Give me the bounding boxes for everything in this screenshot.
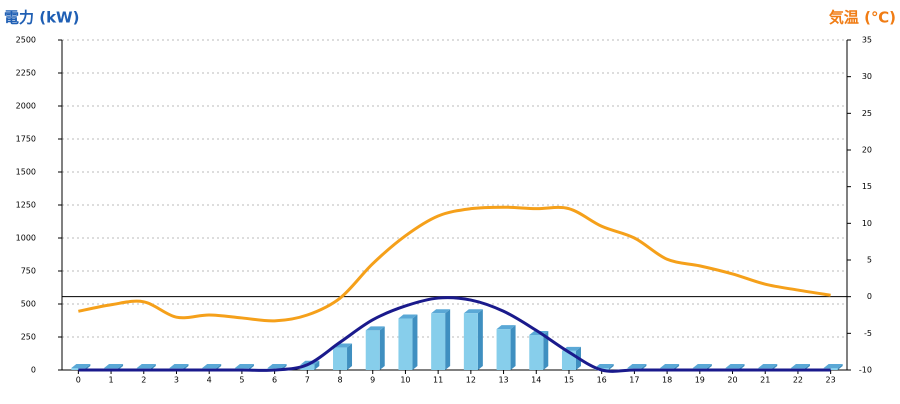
y2-tick-label: 25 [862, 109, 872, 118]
bar-top [463, 309, 483, 314]
bar-top [202, 364, 222, 368]
bar-side [477, 309, 483, 370]
y-tick-label: 1000 [16, 234, 36, 243]
y2-tick-label: 30 [862, 72, 872, 81]
bar [365, 330, 380, 370]
y-tick-label: 500 [21, 300, 36, 309]
bar-top [169, 364, 189, 368]
y2-tick-label: 0 [867, 292, 872, 301]
bar-top [660, 364, 680, 368]
y2-tick-label: -5 [864, 329, 872, 338]
bar-side [510, 325, 516, 370]
y-tick-label: 0 [31, 366, 36, 375]
bar [529, 335, 544, 370]
line [78, 205, 831, 323]
bar [431, 313, 446, 370]
y-tick-label: 1500 [16, 168, 36, 177]
bar-top [267, 364, 287, 368]
bar-top [234, 364, 254, 368]
bar-top [823, 364, 843, 368]
bar-top [627, 364, 647, 368]
y2-tick-label: -10 [859, 366, 872, 375]
bar-side [314, 360, 320, 370]
x-tick-label: 8 [337, 376, 342, 385]
y-tick-label: 250 [21, 333, 36, 342]
x-tick-label: 18 [662, 376, 672, 385]
y-tick-label: 2000 [16, 102, 36, 111]
line [78, 296, 831, 373]
x-tick-label: 19 [695, 376, 705, 385]
y-tick-label: 1250 [16, 201, 36, 210]
bar-top [758, 364, 778, 368]
bar-top [365, 326, 385, 331]
bar [300, 364, 315, 370]
x-tick-label: 9 [370, 376, 375, 385]
bar-top [790, 364, 810, 368]
y2-axis-title: 気温 (℃) [829, 9, 896, 27]
bar-top [136, 364, 156, 368]
x-tick-label: 12 [466, 376, 476, 385]
bar [496, 329, 511, 370]
x-tick-label: 21 [760, 376, 770, 385]
bar [398, 318, 413, 370]
bar-top [398, 314, 418, 319]
bar [333, 347, 348, 370]
x-tick-label: 6 [272, 376, 277, 385]
x-tick-label: 20 [727, 376, 737, 385]
bar-side [347, 343, 353, 370]
x-tick-label: 5 [239, 376, 244, 385]
x-tick-label: 13 [498, 376, 508, 385]
x-tick-label: 22 [793, 376, 803, 385]
y-tick-label: 750 [21, 267, 36, 276]
y2-tick-label: 5 [867, 256, 872, 265]
x-tick-label: 10 [400, 376, 410, 385]
y-tick-label: 1750 [16, 135, 36, 144]
bar-top [71, 364, 91, 368]
bar-side [837, 364, 843, 370]
bar-side [445, 309, 451, 370]
y-tick-label: 2250 [16, 69, 36, 78]
bar-top [594, 364, 614, 368]
bar-side [379, 326, 385, 370]
bar-top [496, 325, 516, 330]
x-tick-label: 23 [826, 376, 836, 385]
x-tick-label: 15 [564, 376, 574, 385]
x-tick-label: 7 [305, 376, 310, 385]
x-tick-label: 0 [76, 376, 81, 385]
bar-top [104, 364, 124, 368]
bar-side [543, 331, 549, 370]
y-axis-title: 電力 (kW) [4, 9, 79, 27]
y2-tick-label: 10 [862, 219, 872, 228]
x-tick-label: 16 [597, 376, 607, 385]
x-tick-label: 14 [531, 376, 541, 385]
bar-side [608, 364, 614, 370]
y2-tick-label: 35 [862, 36, 872, 45]
x-tick-label: 1 [109, 376, 114, 385]
bar-side [248, 364, 254, 370]
bar-side [412, 314, 418, 370]
x-tick-label: 11 [433, 376, 443, 385]
bar [463, 313, 478, 370]
bar-top [431, 309, 451, 314]
y-tick-label: 2500 [16, 36, 36, 45]
x-tick-label: 3 [174, 376, 179, 385]
y2-tick-label: 15 [862, 182, 872, 191]
x-tick-label: 17 [629, 376, 639, 385]
x-tick-label: 4 [207, 376, 212, 385]
bar-top [725, 364, 745, 368]
bar-top [692, 364, 712, 368]
y2-tick-label: 20 [862, 146, 872, 155]
x-tick-label: 2 [141, 376, 146, 385]
